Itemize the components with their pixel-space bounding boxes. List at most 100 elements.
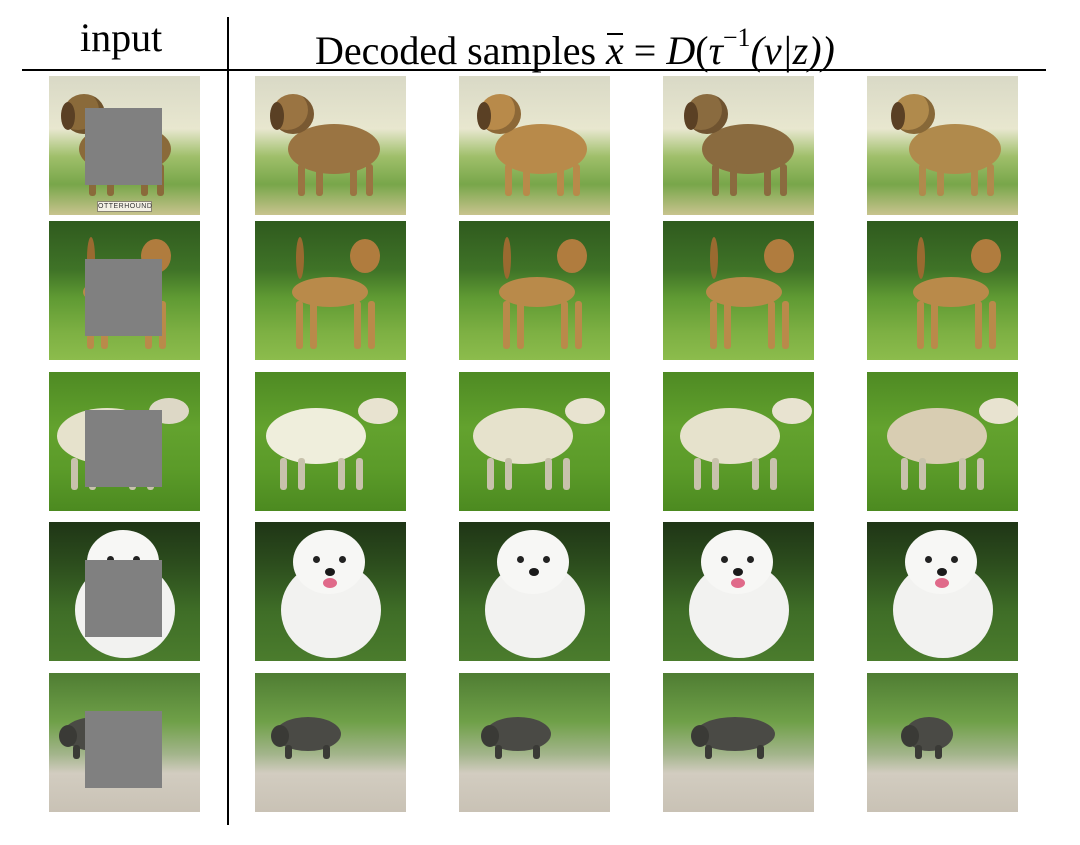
leg-shape: [917, 301, 924, 349]
sheep-head: [979, 398, 1018, 424]
dog-ear: [270, 102, 284, 130]
input-image-tile: [49, 522, 200, 661]
leg-shape: [505, 458, 512, 490]
dog-tail: [296, 237, 304, 279]
leg-shape: [730, 164, 737, 196]
leg-shape: [764, 164, 771, 196]
decoded-sample-tile: [663, 522, 814, 661]
occlusion-mask: [85, 711, 162, 788]
leg-shape: [350, 164, 357, 196]
leg-shape: [959, 458, 966, 490]
leg-shape: [919, 164, 926, 196]
leg-shape: [780, 164, 787, 196]
leg-shape: [517, 301, 524, 349]
scene-image: [255, 221, 406, 360]
leg-shape: [989, 301, 996, 349]
leg-shape: [757, 745, 764, 759]
dog-eye: [133, 556, 140, 563]
decoded-sample-tile: [255, 76, 406, 215]
dog-eye: [925, 556, 932, 563]
leg-shape: [71, 458, 78, 490]
decoded-sample-tile: [663, 372, 814, 511]
leg-shape: [710, 301, 717, 349]
dog-eye: [517, 556, 524, 563]
decoded-sample-tile: [867, 221, 1018, 360]
leg-shape: [752, 458, 759, 490]
leg-shape: [316, 164, 323, 196]
scene-image: [867, 221, 1018, 360]
decoded-sample-tile: [255, 673, 406, 812]
leg-shape: [523, 164, 530, 196]
boar-head: [901, 725, 919, 747]
leg-shape: [919, 458, 926, 490]
dog-eye: [543, 556, 550, 563]
scene-image: [663, 372, 814, 511]
dog-head: [497, 530, 569, 594]
inverse-exponent: −1: [722, 23, 751, 52]
decoder-symbol: D: [666, 28, 696, 73]
leg-shape: [495, 745, 502, 759]
leg-shape: [310, 301, 317, 349]
decoded-sample-tile: [459, 372, 610, 511]
leg-shape: [354, 301, 361, 349]
leg-shape: [712, 164, 719, 196]
decoded-sample-tile: [663, 673, 814, 812]
leg-shape: [298, 164, 305, 196]
dog-tongue: [323, 578, 337, 588]
boar-head: [271, 725, 289, 747]
scene-image: [459, 221, 610, 360]
leg-shape: [505, 164, 512, 196]
occlusion-mask: [85, 108, 162, 185]
column-divider: [227, 17, 229, 825]
input-image-tile: [49, 221, 200, 360]
painting-caption: OTTERHOUND: [97, 201, 153, 212]
scene-image: [867, 673, 1018, 812]
dog-tongue: [731, 578, 745, 588]
input-image-tile: [49, 372, 200, 511]
leg-shape: [366, 164, 373, 196]
leg-shape: [705, 745, 712, 759]
leg-shape: [915, 745, 922, 759]
leg-shape: [937, 164, 944, 196]
scene-image: [255, 673, 406, 812]
scene-image: [255, 522, 406, 661]
dog-nose: [325, 568, 335, 576]
decoded-sample-tile: [663, 76, 814, 215]
open-paren: (: [695, 28, 709, 73]
scene-image: [867, 372, 1018, 511]
leg-shape: [782, 301, 789, 349]
dog-head: [764, 239, 794, 273]
dog-eye: [747, 556, 754, 563]
leg-shape: [561, 301, 568, 349]
scene-image: [663, 221, 814, 360]
occlusion-mask: [85, 259, 162, 336]
leg-shape: [575, 301, 582, 349]
dog-eye: [339, 556, 346, 563]
scene-image: [663, 522, 814, 661]
dog-head: [350, 239, 380, 273]
leg-shape: [573, 164, 580, 196]
decoded-label: Decoded samples: [315, 28, 597, 73]
tau-symbol: τ: [708, 28, 723, 73]
boar-head: [481, 725, 499, 747]
leg-shape: [563, 458, 570, 490]
dog-tail: [917, 237, 925, 279]
dog-head: [971, 239, 1001, 273]
leg-shape: [298, 458, 305, 490]
xbar-symbol: x: [606, 23, 624, 79]
leg-shape: [971, 164, 978, 196]
decoded-sample-tile: [459, 522, 610, 661]
dog-tongue: [935, 578, 949, 588]
equation-args: (v|z)): [750, 28, 835, 73]
header-rule: [22, 69, 1046, 71]
sheep-body: [473, 408, 573, 464]
dog-ear: [477, 102, 491, 130]
boar-head: [691, 725, 709, 747]
decoded-column-header: Decoded samples x = D(τ−1(v|z)): [315, 10, 835, 79]
leg-shape: [987, 164, 994, 196]
sheep-body: [680, 408, 780, 464]
sheep-head: [565, 398, 605, 424]
leg-shape: [338, 458, 345, 490]
dog-nose: [529, 568, 539, 576]
dog-nose: [733, 568, 743, 576]
